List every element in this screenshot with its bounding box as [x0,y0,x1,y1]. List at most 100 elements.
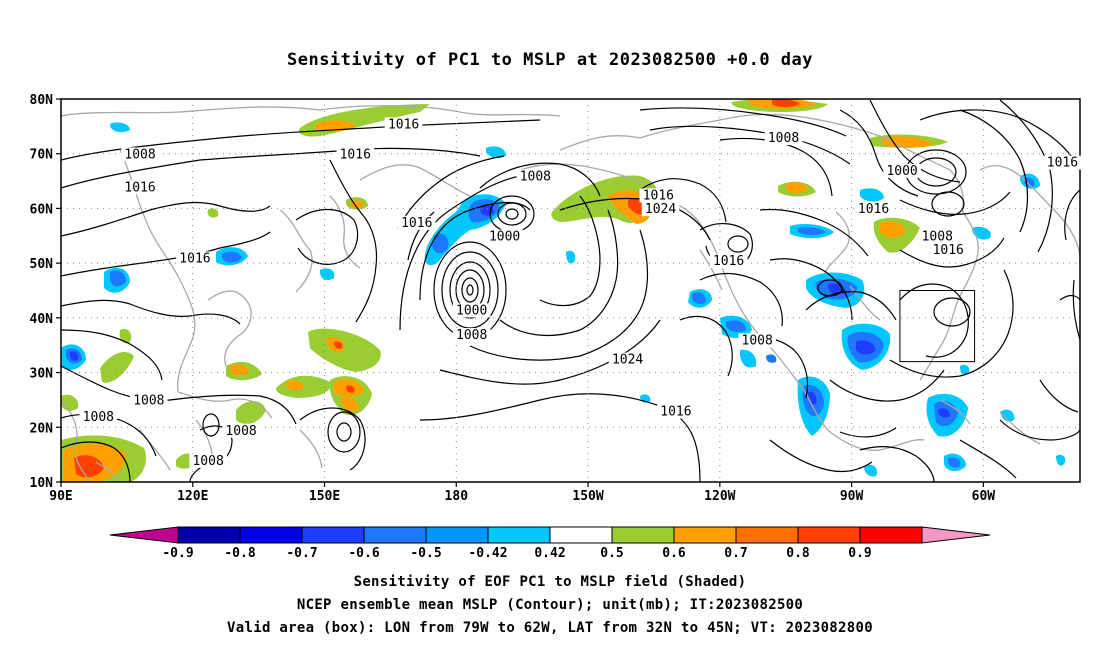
contour-label: 1008 [520,169,551,184]
colorbar-swatch [611,526,675,544]
contour-label: 1016 [933,243,964,258]
contour-label: 1024 [645,202,676,217]
contour-label-bg [854,202,893,217]
colorbar-swatch [425,526,489,544]
colorbar-label: 0.6 [662,546,686,561]
colorbar-label: 0.7 [724,546,747,561]
contour-label-bg [336,147,375,162]
contour-label: 1008 [742,333,773,348]
contour-label-bg [485,229,524,244]
lat-label: 80N [30,93,54,108]
contour-label-bg [222,423,260,438]
colorbar-swatch [239,526,303,544]
caption-shaded: Sensitivity of EOF PC1 to MSLP field (Sh… [353,574,747,590]
lat-label: 20N [30,421,54,436]
contour-label: 1008 [133,394,164,409]
lat-label: 10N [30,476,54,491]
contour-label-bg [657,404,695,419]
contour-label: 1008 [225,424,256,439]
colorbar-swatch [735,526,799,544]
latitude-labels: 80N 70N 60N 50N 40N 30N 20N 10N [30,93,54,491]
colorbar-swatch [673,526,737,544]
colorbar-label: -0.8 [224,546,255,561]
colorbar-label: -0.7 [286,546,317,561]
contour-label-bg [764,131,803,146]
contour-label: 1016 [124,180,155,195]
lon-label: 120W [704,489,735,504]
contour-label: 1016 [713,254,744,269]
lat-label: 60N [30,202,54,217]
contour-label: 1008 [124,147,155,162]
contour-label-bg [121,180,159,195]
caption-contour: NCEP ensemble mean MSLP (Contour); unit(… [296,597,804,613]
contour-value-labels: 1016101610081016101610161008100010161024… [79,117,1082,469]
colorbar-label: -0.9 [162,546,193,561]
colorbar-swatch [487,526,551,544]
contour-label-bg [883,163,921,178]
colorbar-label: 0.5 [600,546,623,561]
lon-label: 90E [49,489,72,504]
contour-label: 1016 [340,147,371,162]
strong-negative-sensitivity-patches [66,177,1035,468]
lat-label: 30N [30,367,54,382]
contour-label-bg [79,410,118,425]
contour-label: 1008 [83,410,114,425]
lon-label: 150E [309,489,340,504]
contour-label: 1000 [456,303,487,318]
contour-label-bg [929,243,968,258]
contour-label: 1008 [456,328,487,343]
sensitivity-shading [61,99,1066,482]
colorbar-label: -0.42 [468,546,507,561]
lat-label: 70N [30,148,54,163]
chart-title: Sensitivity of PC1 to MSLP at 2023082500… [286,50,813,70]
colorbar-labels: -0.9 -0.8 -0.7 -0.6 -0.5 -0.42 0.42 0.5 0.6 0.7 0.… [162,546,871,561]
contour-label: 1008 [922,230,953,245]
pressure-contours [61,99,1080,482]
contour-label-bg [918,229,957,244]
contour-label-bg [189,453,227,468]
lon-label: 60W [972,489,996,504]
caption-valid-area: Valid area (box): LON from 79W to 62W, L… [227,620,873,636]
contour-label: 1016 [660,405,691,420]
contour-label-bg [397,215,436,230]
contour-label: 1016 [1047,156,1078,171]
contour-label-bg [176,251,214,266]
contour-label-bg [608,352,647,367]
contour-label: 1016 [858,202,889,217]
colorbar-swatch [549,526,613,544]
colorbar-label: 0.8 [786,546,810,561]
lat-label: 50N [30,257,54,272]
contour-label: 1008 [768,131,799,146]
contour-label: 1024 [612,353,643,368]
contour-label: 1016 [388,117,419,132]
lon-label: 180 [445,489,469,504]
colorbar-swatch [859,526,923,544]
contour-label-bg [738,333,776,348]
contour-label-bg [641,202,680,217]
colorbar-low-extension [109,526,179,544]
colorbar-swatch [301,526,365,544]
contour-label-bg [1043,155,1082,170]
contour-label: 1000 [886,164,917,179]
colorbar-label: 0.9 [848,546,871,561]
contour-label: 1016 [643,188,674,203]
lat-label: 40N [30,312,54,327]
contour-label-bg [121,147,159,162]
colorbar [109,526,991,544]
colorbar-swatch [177,526,241,544]
colorbar-label: 0.42 [534,546,565,561]
longitude-labels: 90E 120E 150E 180 150W 120W 90W 60W [49,489,995,504]
colorbar-label: -0.5 [410,546,441,561]
contour-label: 1016 [401,216,432,231]
lon-label: 90W [840,489,864,504]
high-positive-sensitivity-patches [74,99,800,478]
axis-ticks [56,98,984,487]
contour-label-bg [639,188,678,203]
colorbar-high-extension [921,526,991,544]
contour-label-bg [452,328,491,343]
contour-label-bg [516,169,555,184]
contour-label: 1008 [192,454,223,469]
colorbar-label: -0.6 [348,546,379,561]
